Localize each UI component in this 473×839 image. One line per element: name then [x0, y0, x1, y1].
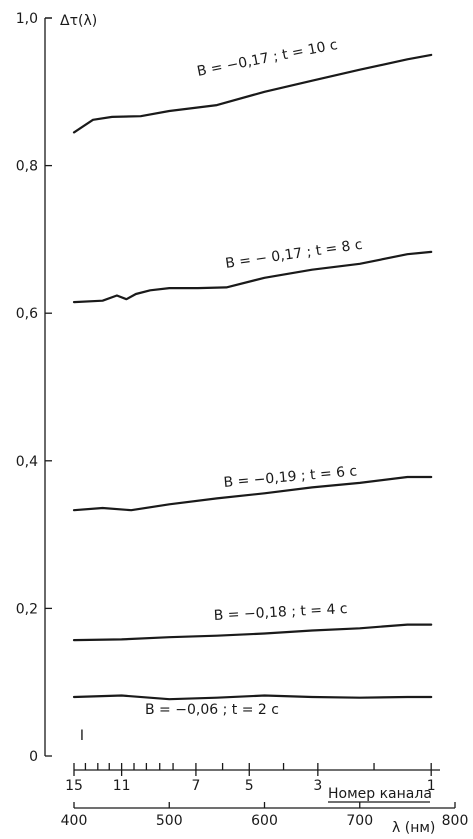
series-line-4	[72, 694, 433, 701]
curve-label-t6: B = −0,19 ; t = 6 c	[223, 463, 358, 491]
error-bar-marker: I	[80, 728, 84, 744]
channel-tick-label: 11	[113, 778, 131, 794]
x-tick-label: 500	[156, 813, 183, 829]
channel-tick-label: 7	[191, 778, 200, 794]
y-tick-label: 0	[29, 749, 38, 765]
channel-axis-title: Номер канала	[328, 786, 432, 802]
y-axis-title: Δτ(λ)	[60, 13, 97, 29]
series-line-3	[72, 623, 433, 642]
x-ticks: 400 500 600 700 800	[61, 802, 469, 829]
y-tick-label: 0,6	[16, 306, 38, 322]
curve-label-t10: B = −0,17 ; t = 10 c	[196, 37, 339, 80]
channel-ticks: 15 11 7 5 3 1	[65, 763, 436, 794]
channel-tick-label: 1	[427, 778, 436, 794]
y-tick-label: 1,0	[16, 11, 38, 27]
y-tick-label: 0,4	[16, 454, 38, 470]
x-tick-label: 800	[442, 813, 469, 829]
series-group	[72, 53, 433, 701]
x-tick-label: 600	[251, 813, 278, 829]
x-axis-title: λ (нм)	[392, 820, 435, 836]
y-tick-label: 0,2	[16, 601, 38, 617]
y-ticks: 0 0,2 0,4 0,6 0,8 1,0	[16, 11, 52, 765]
series-line-1	[72, 250, 433, 304]
y-tick-label: 0,8	[16, 159, 38, 175]
channel-tick-label: 3	[313, 778, 322, 794]
curve-label-t4: B = −0,18 ; t = 4 c	[213, 601, 348, 624]
channel-tick-label: 15	[65, 778, 83, 794]
x-tick-label: 400	[61, 813, 88, 829]
x-tick-label: 700	[346, 813, 373, 829]
series-line-0	[72, 53, 433, 134]
series-line-2	[72, 475, 433, 512]
channel-tick-label: 5	[245, 778, 254, 794]
curve-label-t2: B = −0,06 ; t = 2 c	[145, 702, 279, 718]
